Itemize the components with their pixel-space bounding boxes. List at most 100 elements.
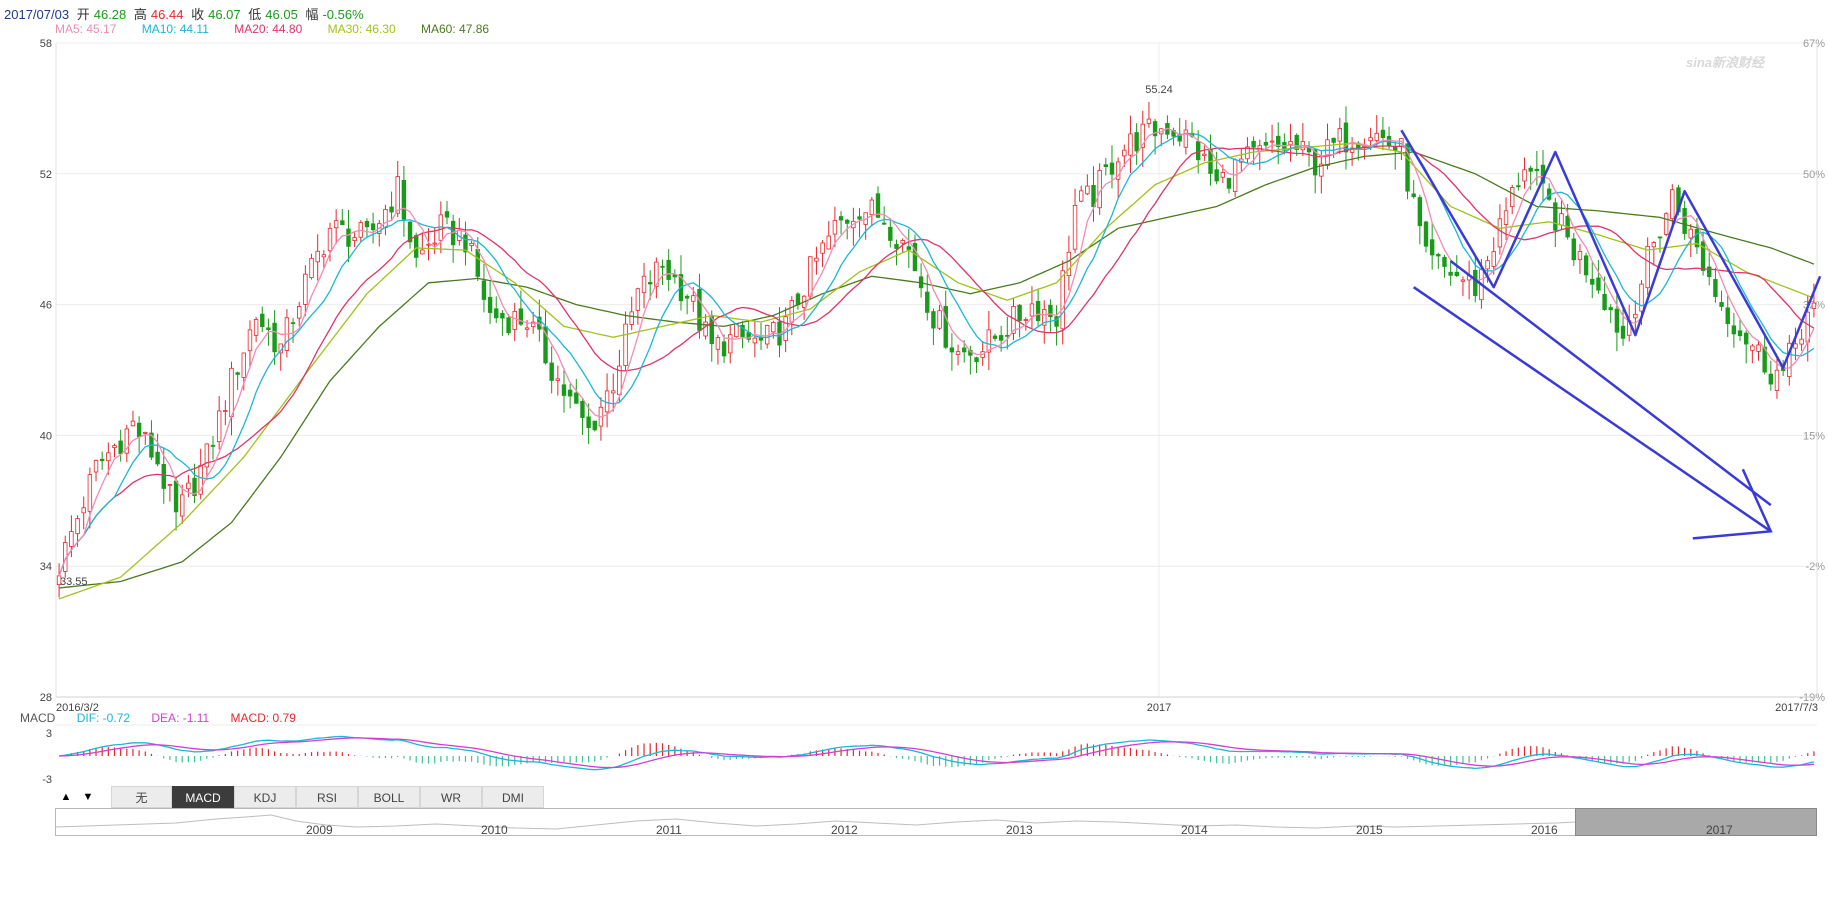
candle-body: [432, 242, 437, 245]
candle-body: [1657, 236, 1663, 239]
candle-body: [1103, 164, 1109, 168]
candle-body: [1553, 202, 1558, 231]
scroll-up-button[interactable]: ▲: [60, 791, 72, 803]
candle-body: [87, 474, 93, 512]
tab-rsi[interactable]: RSI: [296, 786, 358, 808]
y-tick-label: 58: [40, 38, 52, 50]
candle-body: [888, 226, 893, 241]
candle-body: [1645, 245, 1650, 289]
navigator-selection[interactable]: [1575, 808, 1817, 836]
candle-body: [611, 390, 616, 394]
candle-body: [1429, 239, 1435, 256]
y2-tick-label: 67%: [1803, 38, 1825, 50]
candle-body: [1602, 293, 1607, 310]
candle-body: [1085, 185, 1090, 195]
candle-body: [352, 237, 357, 241]
y2-tick-label: -2%: [1805, 561, 1825, 573]
candle-body: [173, 480, 179, 513]
candle-body: [1319, 163, 1324, 177]
candle-body: [1583, 255, 1589, 276]
candle-body: [475, 249, 480, 277]
candle-body: [469, 243, 474, 246]
candle-body: [1128, 133, 1133, 156]
candle-body: [949, 347, 955, 353]
candle-body: [1405, 143, 1410, 192]
candle-body: [530, 321, 536, 328]
macd-name: MACD: [20, 711, 56, 725]
candle-body: [1263, 141, 1269, 146]
candle-body: [223, 410, 228, 412]
candle-body: [709, 316, 714, 345]
candle-body: [845, 219, 850, 224]
candle-body: [728, 334, 733, 354]
candle-body: [192, 477, 197, 496]
candle-body: [561, 384, 567, 396]
navigator-year-label: 2010: [481, 823, 508, 837]
candle-body: [1288, 141, 1293, 145]
tab-macd[interactable]: MACD: [172, 786, 234, 808]
tab-dmi[interactable]: DMI: [482, 786, 544, 808]
candle-body: [241, 352, 246, 378]
candle-body: [210, 444, 216, 447]
candle-body: [1559, 213, 1564, 226]
candle-body: [1023, 319, 1028, 321]
annotation-arrow-line: [1449, 260, 1772, 507]
candle-body: [444, 211, 450, 218]
candle-body: [1473, 269, 1478, 296]
candle-body: [592, 420, 597, 431]
quote-date: 2017/07/03: [4, 7, 70, 22]
tab-wr[interactable]: WR: [420, 786, 482, 808]
candle-body: [1017, 304, 1022, 321]
y-tick-label: 52: [40, 169, 52, 181]
candle-body: [1276, 135, 1281, 147]
candle-body: [506, 317, 511, 334]
candle-body: [1029, 303, 1035, 317]
navigator-year-label: 2013: [1006, 823, 1033, 837]
candle-body: [1768, 373, 1774, 385]
range-navigator[interactable]: [55, 808, 1817, 836]
candle-body: [315, 250, 320, 263]
candle-body: [155, 451, 160, 465]
candle-body: [894, 244, 899, 249]
candle-body: [580, 400, 585, 418]
candle-body: [869, 199, 875, 215]
candle-body: [1042, 309, 1047, 326]
tab-boll[interactable]: BOLL: [358, 786, 420, 808]
scroll-down-button[interactable]: ▼: [82, 791, 94, 803]
navigator-sparkline: [56, 814, 1816, 830]
candle-body: [906, 246, 911, 250]
candle-body: [1183, 129, 1189, 148]
candle-body: [161, 464, 166, 489]
max-price-label: 55.24: [1145, 84, 1173, 96]
candle-body: [555, 378, 561, 381]
tab-kdj[interactable]: KDJ: [234, 786, 296, 808]
ma30-legend: MA30: 46.30: [327, 22, 396, 36]
candle-body: [1743, 332, 1749, 345]
candle-body: [875, 193, 881, 218]
candle-body: [272, 322, 277, 353]
candle-body: [1417, 197, 1423, 227]
candle-body: [69, 531, 74, 547]
candle-body: [1750, 345, 1755, 351]
candle-body: [900, 240, 905, 244]
candle-body: [1460, 279, 1466, 282]
candle-body: [1035, 301, 1041, 322]
candle-body: [1774, 369, 1780, 391]
tab-none[interactable]: 无: [111, 786, 172, 808]
candle-body: [1066, 251, 1072, 276]
candle-body: [333, 220, 339, 229]
candle-body: [1134, 132, 1139, 152]
candle-body: [1762, 346, 1767, 373]
candle-body: [500, 312, 505, 319]
ma20-line: [58, 145, 1815, 577]
y2-tick-label: -19%: [1799, 692, 1825, 704]
candle-body: [1331, 137, 1336, 143]
candle-body: [931, 311, 936, 329]
candle-body: [1596, 277, 1601, 291]
candle-body: [1140, 123, 1145, 148]
candle-body: [1072, 204, 1078, 250]
ma60-legend: MA60: 47.86: [421, 22, 490, 36]
candle-body: [1060, 270, 1065, 330]
candle-body: [1349, 147, 1355, 153]
annotation-zigzag: [1400, 129, 1822, 370]
